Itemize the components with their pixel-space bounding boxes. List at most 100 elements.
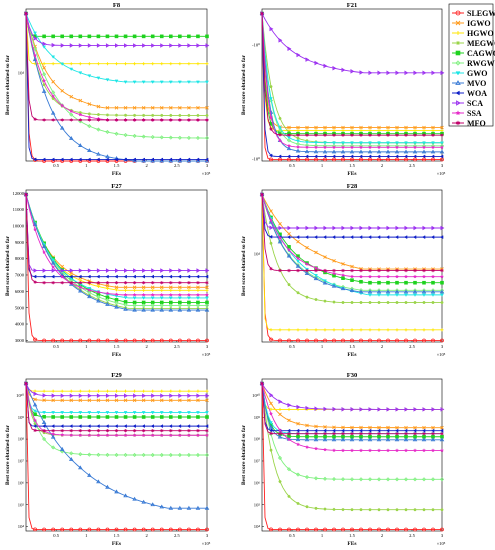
series-point (341, 428, 345, 433)
series-point (431, 527, 435, 532)
series-point (278, 328, 282, 332)
series-point (341, 425, 345, 430)
series-point (87, 287, 92, 292)
series-point (150, 303, 155, 308)
series-point (168, 505, 174, 510)
series-point (314, 527, 318, 532)
series-point (60, 393, 65, 398)
series-point (305, 139, 309, 143)
series-point (78, 393, 83, 399)
series-point (177, 428, 182, 433)
series-point (385, 145, 391, 150)
series-woa (24, 381, 209, 429)
series-point (331, 448, 337, 453)
series-point (359, 428, 363, 433)
series-point (196, 389, 200, 393)
panel-title: F8 (113, 2, 121, 9)
series-point (24, 11, 28, 16)
series-point (142, 62, 146, 66)
panel-f8: F8 FEs Best score obtained so far ×10⁵ 0.5 1 1… (5, 2, 211, 177)
y-tick-label: 10⁵ (18, 502, 25, 507)
series-point (368, 129, 372, 133)
series-point (42, 428, 47, 433)
series-point (431, 425, 435, 430)
series-point (78, 433, 83, 437)
series-point (141, 280, 146, 285)
legend-marker (455, 60, 461, 66)
series-point (132, 296, 137, 300)
series-point (114, 411, 119, 415)
series-point (341, 132, 345, 138)
series-point (124, 288, 128, 292)
legend-label: MFO (467, 119, 486, 128)
series-point (51, 258, 56, 262)
series-point (350, 328, 354, 332)
series-point (332, 527, 336, 532)
series-point (332, 225, 337, 231)
y-axis-label: Best score obtained so far (5, 54, 11, 115)
series-point (350, 157, 354, 162)
series-point (151, 288, 155, 292)
series-point (159, 452, 164, 458)
series-point (96, 274, 100, 279)
series-point (51, 42, 56, 48)
series-point (395, 129, 399, 133)
series-point (305, 505, 309, 509)
series-point (439, 448, 445, 453)
series-point (132, 285, 137, 290)
series-point (114, 428, 119, 433)
series-point (314, 125, 318, 130)
series-point (323, 132, 327, 138)
series-point (105, 452, 110, 457)
series-point (269, 209, 273, 213)
series-point (413, 268, 417, 273)
series-point (439, 149, 445, 154)
series-point (42, 72, 47, 77)
series-point (440, 225, 445, 231)
series-point (260, 381, 264, 386)
series-point (296, 125, 300, 130)
series-point (87, 274, 91, 279)
series-point (151, 268, 156, 273)
series-point (323, 507, 327, 511)
series-point (123, 117, 128, 123)
legend-marker (455, 90, 460, 96)
series-point (377, 328, 381, 332)
series-point (395, 268, 399, 273)
series-point (323, 129, 327, 133)
series-point (350, 407, 355, 412)
series-point (314, 225, 319, 231)
series-point (404, 328, 408, 332)
series-point (386, 70, 391, 76)
x-tick-label: 2.5 (409, 533, 415, 538)
series-point (440, 328, 444, 332)
series-point (60, 428, 65, 433)
series-point (132, 292, 137, 297)
series-point (278, 225, 283, 231)
series-point (340, 477, 346, 482)
y-tick-label: 10⁸ (18, 437, 25, 442)
series-point (368, 300, 372, 304)
series-point (287, 338, 291, 343)
series-point (141, 411, 146, 415)
series-point (341, 431, 345, 436)
series-point (314, 250, 318, 255)
legend-label: RWGWO (467, 59, 495, 68)
series-point (430, 274, 436, 279)
y-tick-label: 10¹⁰ (252, 393, 260, 398)
series-line (261, 13, 442, 74)
series-point (359, 225, 364, 231)
series-point (331, 149, 337, 154)
series-point (159, 274, 164, 279)
series-point (341, 508, 345, 512)
series-point (205, 157, 209, 162)
series-point (350, 141, 354, 145)
series-point (141, 292, 146, 297)
x-tick-label: 2 (381, 344, 384, 349)
y-tick-label: -10⁰ (252, 43, 260, 48)
series-point (286, 146, 292, 151)
series-point (150, 415, 155, 419)
series-point (413, 70, 418, 76)
series-point (123, 34, 128, 39)
series-point (376, 448, 382, 453)
